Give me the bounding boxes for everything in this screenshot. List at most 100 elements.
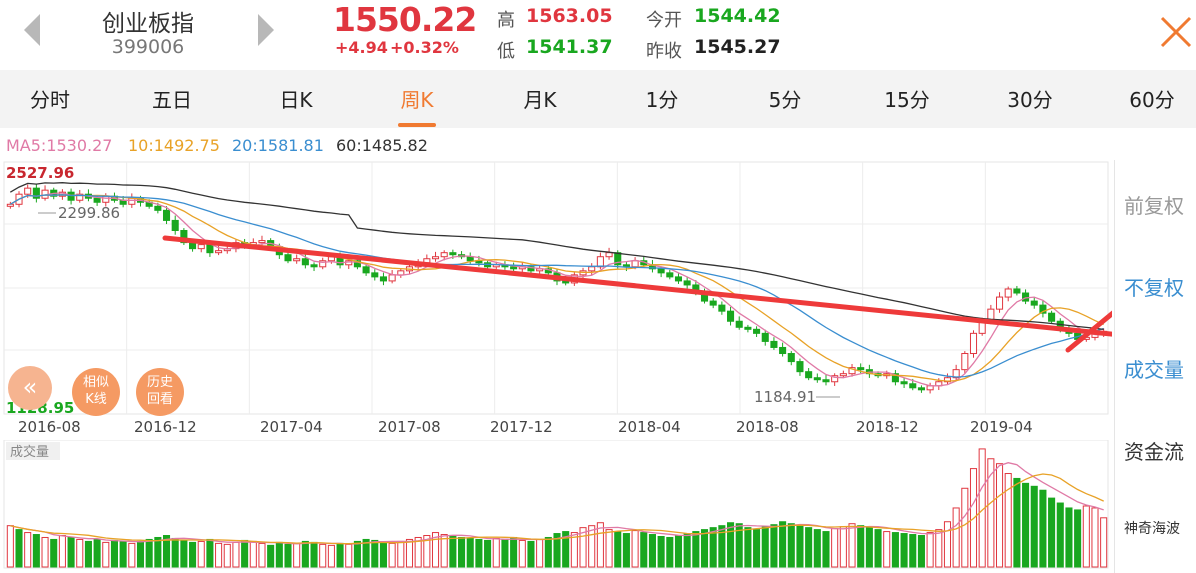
volume-bar [657, 535, 665, 568]
trend-arrows [162, 235, 1112, 353]
volume-bar [102, 541, 110, 568]
volume-bar [162, 535, 171, 568]
index-name: 创业板指 [102, 11, 194, 37]
volume-bar [32, 534, 40, 568]
volume-bar [128, 542, 136, 568]
forward-adjusted-button[interactable]: 前复权 [1124, 194, 1184, 218]
similar-k-label-1: 相似 [82, 375, 109, 390]
volume-bar [50, 538, 58, 568]
volume-bar [995, 463, 1004, 568]
low-label: 低 [497, 41, 515, 62]
volume-bar [501, 538, 509, 568]
volume-bar [405, 538, 414, 568]
tab-15min[interactable]: 15分 [884, 88, 930, 112]
volume-bar [839, 526, 847, 568]
volume-bar [952, 507, 960, 568]
volume-bar [813, 529, 821, 568]
candle-body [657, 268, 665, 274]
volume-ma-line [10, 473, 1104, 545]
history-label-2: 回看 [146, 392, 173, 407]
breakout-arrow [1065, 310, 1112, 353]
volume-chart[interactable]: 成交量 [0, 440, 1112, 570]
tab-five-day[interactable]: 五日 [152, 88, 192, 112]
volume-bar [605, 529, 613, 568]
volume-label: 成交量 [10, 444, 49, 460]
x-axis-ticks: 2016-08 2016-12 2017-04 2017-08 2017-12 2018-… [18, 418, 1033, 436]
similar-k-button[interactable]: 相似 K线 [72, 368, 120, 416]
volume-bar [310, 541, 318, 568]
tab-30min[interactable]: 30分 [1007, 88, 1053, 112]
volume-bar [857, 525, 865, 568]
volume-bar [67, 536, 75, 568]
volume-bar [475, 538, 483, 568]
candle-body [431, 256, 440, 260]
low-annotation: 1184.91 [754, 388, 816, 406]
candle-body [180, 230, 188, 244]
x-tick-label: 2017-08 [378, 418, 441, 436]
volume-bar [917, 535, 925, 568]
candle-body [1030, 300, 1038, 306]
unadjusted-button[interactable]: 不复权 [1124, 276, 1184, 300]
volume-bar [301, 540, 309, 568]
volume-bar [423, 535, 431, 568]
side-panel [1114, 160, 1196, 573]
candle-body [1004, 288, 1012, 298]
volume-bar [909, 534, 917, 568]
volume-bar [527, 540, 535, 568]
candle-body [848, 367, 856, 375]
volume-bar [119, 540, 127, 568]
volume-bar [709, 527, 717, 568]
tab-daily-k[interactable]: 日K [279, 88, 313, 112]
volume-indicator-button[interactable]: 成交量 [1124, 358, 1184, 382]
tab-monthly-k[interactable]: 月K [523, 88, 557, 112]
volume-bar [171, 537, 179, 568]
tab-intraday[interactable]: 分时 [30, 88, 70, 112]
candle-body [588, 266, 596, 272]
volume-bar [570, 532, 578, 568]
candle-body [379, 276, 387, 282]
next-index-arrow-icon[interactable] [258, 14, 274, 46]
volume-bar [666, 536, 674, 568]
close-icon[interactable] [1158, 14, 1194, 50]
candle-body [596, 256, 604, 268]
candle-body [969, 332, 978, 355]
volume-bar [900, 533, 908, 568]
volume-bar [1074, 509, 1082, 568]
candle-body [301, 258, 309, 266]
volume-bar [961, 487, 969, 568]
tab-weekly-k[interactable]: 周K [400, 88, 434, 112]
volume-bar [154, 536, 162, 568]
candle-body [900, 381, 908, 385]
volume-bar [796, 525, 804, 568]
volume-bar [293, 542, 301, 568]
candle-body [215, 250, 223, 254]
volume-bar [197, 540, 205, 568]
candle-body [735, 320, 743, 328]
high-annotation: 2299.86 [58, 204, 120, 222]
fund-flow-button[interactable]: 资金流 [1124, 440, 1184, 464]
volume-bar [327, 544, 335, 568]
volume-bar [440, 534, 448, 568]
volume-bar [943, 521, 952, 568]
chart-max-label: 2527.96 [6, 164, 74, 182]
prev-index-arrow-icon[interactable] [24, 14, 40, 46]
volume-bar [215, 542, 223, 568]
candlestick-chart[interactable]: 2527.96 1128.95 2299.86 1184.91 2016-08 2… [0, 160, 1112, 440]
volume-bar [553, 533, 561, 568]
candle-body [293, 258, 301, 262]
price-change-pct: +0.32% [390, 38, 459, 57]
tab-60min[interactable]: 60分 [1129, 88, 1175, 112]
current-price: 1550.22 [333, 0, 477, 39]
x-tick-label: 2018-08 [736, 418, 799, 436]
candle-body [1048, 312, 1056, 322]
collapse-button[interactable]: « [8, 366, 52, 410]
double-chevron-left-icon: « [22, 373, 38, 401]
history-review-button[interactable]: 历史 回看 [136, 368, 184, 416]
magic-wave-button[interactable]: 神奇海波 [1124, 521, 1180, 537]
volume-bar [275, 541, 283, 568]
candle-body [995, 296, 1004, 310]
tab-1min[interactable]: 1分 [645, 88, 679, 112]
x-tick-label: 2018-12 [856, 418, 919, 436]
tab-5min[interactable]: 5分 [768, 88, 802, 112]
candle-body [362, 266, 370, 274]
